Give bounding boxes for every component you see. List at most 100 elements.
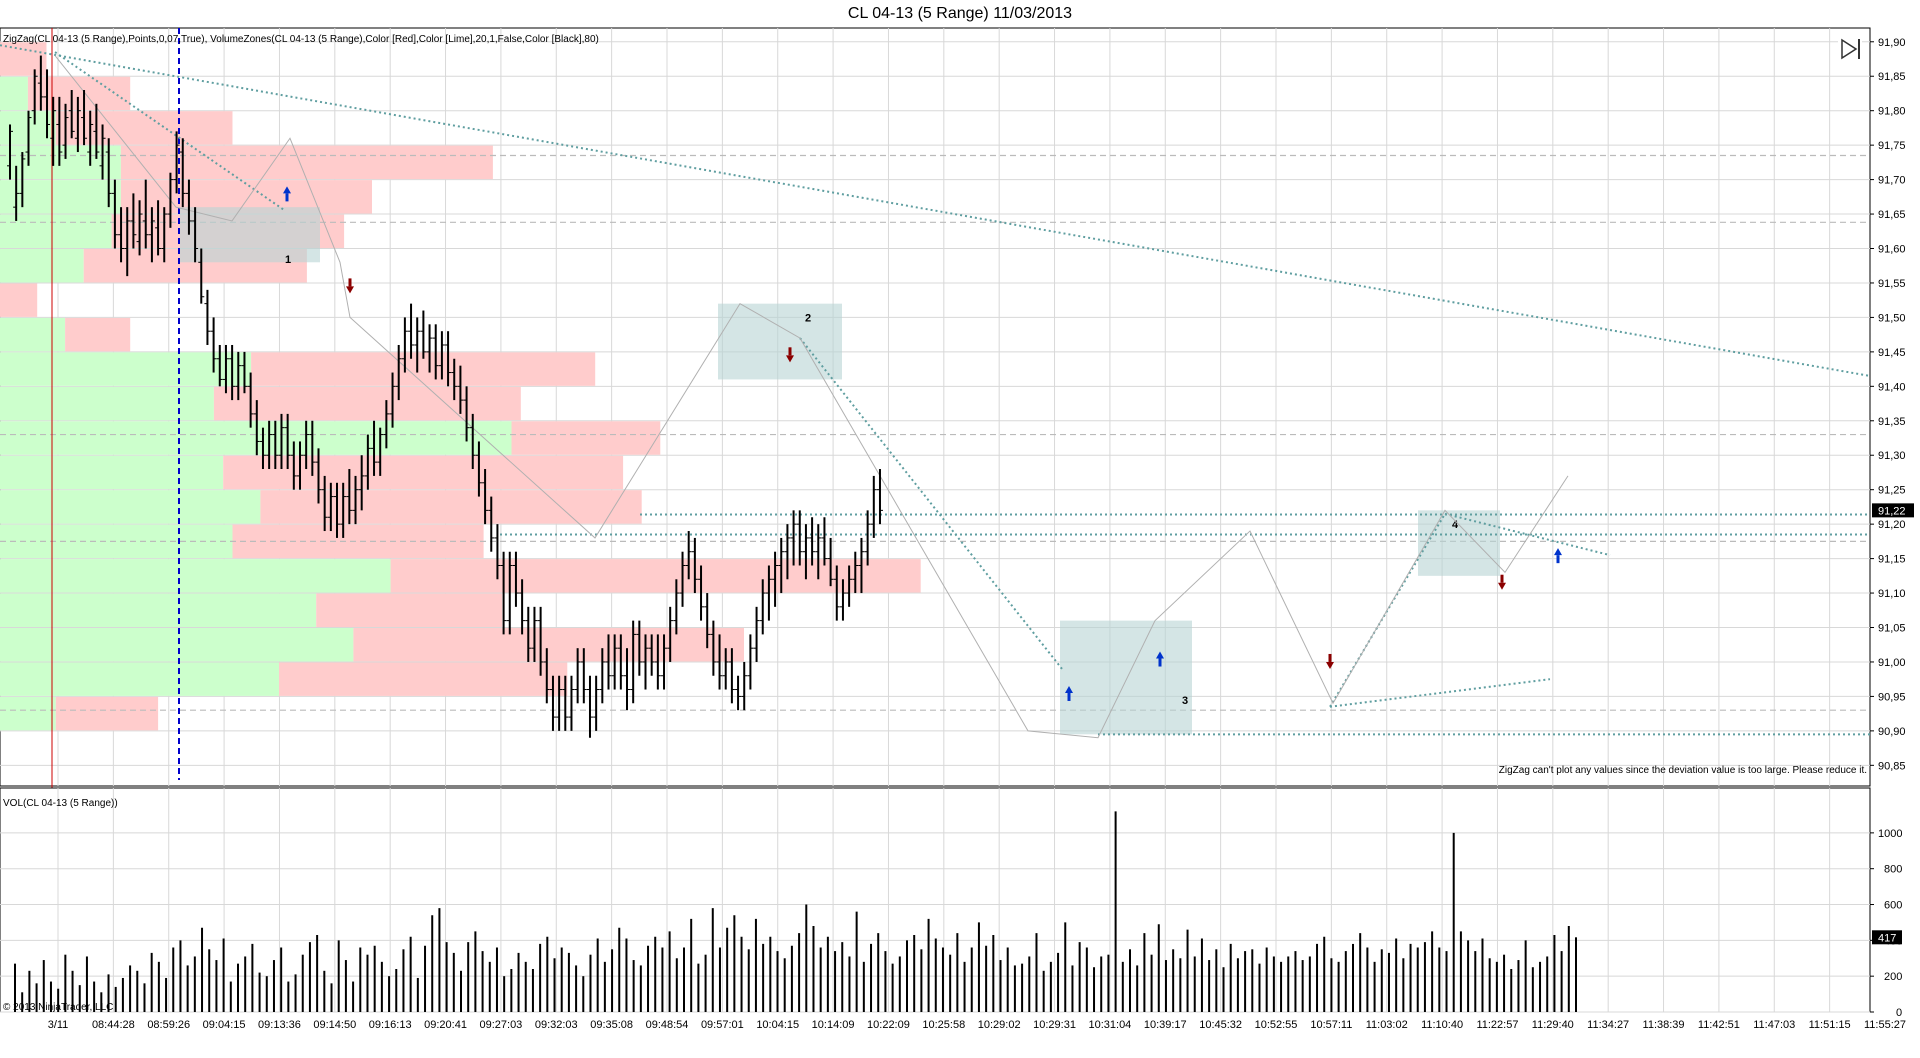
buy-arrow-icon [1156, 651, 1164, 667]
price-bar [87, 110, 94, 166]
x-tick-label: 09:16:13 [369, 1019, 412, 1031]
price-bar [192, 207, 199, 263]
price-bar [586, 675, 593, 738]
price-bar [395, 344, 402, 401]
volume-zone-down [55, 696, 159, 731]
price-bar [426, 324, 433, 373]
price-bar [241, 351, 248, 394]
price-bar [235, 351, 242, 401]
price-bar [414, 317, 421, 373]
y-tick-label: 91,20 [1878, 519, 1906, 531]
volume-zone-up [0, 662, 279, 696]
y-tick-label: 91,85 [1878, 71, 1906, 83]
arrow-stem [348, 278, 352, 287]
zigzag-line [54, 55, 1569, 739]
price-bar [179, 138, 186, 208]
pattern-box [1060, 620, 1192, 735]
price-bar [290, 441, 297, 490]
x-tick-label: 11:03:02 [1366, 1019, 1408, 1031]
price-bar [309, 420, 316, 476]
price-bar [44, 69, 51, 139]
price-bar [469, 413, 476, 470]
volume-zone-up [0, 696, 56, 731]
price-bar [371, 420, 378, 476]
price-bar [593, 675, 600, 731]
trendline [1329, 678, 1551, 708]
y-tick-label: 91,10 [1878, 588, 1906, 600]
price-bar [648, 634, 655, 676]
price-bar [346, 469, 353, 525]
price-bar [802, 524, 809, 580]
volume-zone-down [223, 455, 624, 490]
arrow-head [1498, 582, 1506, 590]
volume-zone-up [0, 214, 112, 249]
volume-panel[interactable]: 10008006004002000417 [0, 787, 1902, 1019]
price-bar [679, 551, 686, 607]
volume-zone-up [0, 455, 224, 490]
x-tick-label: 09:13:36 [258, 1019, 301, 1031]
price-bar [303, 420, 310, 470]
price-bar [642, 634, 649, 690]
price-bar [815, 524, 822, 580]
price-bar [463, 386, 470, 442]
volume-zone-down [0, 42, 47, 76]
x-tick-label: 11:42:51 [1698, 1019, 1740, 1031]
arrow-stem [1158, 658, 1162, 667]
price-bar [81, 90, 88, 146]
price-bar [155, 200, 162, 256]
y-tick-label: 91,65 [1878, 209, 1906, 221]
price-bar [864, 510, 871, 566]
price-bar [7, 124, 13, 180]
x-tick-label: 10:39:17 [1144, 1019, 1187, 1031]
price-bar [216, 344, 223, 387]
panel-toggle-icon[interactable] [1838, 38, 1862, 60]
price-bar [142, 179, 149, 249]
x-tick-label: 11:29:40 [1532, 1019, 1574, 1031]
price-bar [420, 310, 427, 359]
volume-zone-up [0, 249, 84, 283]
x-tick-label: 11:55:27 [1864, 1019, 1906, 1031]
y-tick-label: 91,15 [1878, 554, 1906, 566]
arrow-head [346, 286, 354, 294]
x-tick-label: 10:14:09 [812, 1019, 855, 1031]
price-bar [278, 413, 285, 470]
chart-title: CL 04-13 (5 Range) 11/03/2013 [847, 5, 1073, 22]
price-bar [173, 131, 180, 194]
x-tick-label: 10:29:02 [978, 1019, 1021, 1031]
volume-zone-down [55, 111, 233, 145]
volume-zone-down [279, 662, 568, 696]
volume-y-tick-label: 200 [1884, 971, 1902, 983]
volume-zone-down [390, 559, 921, 593]
price-bar [37, 55, 44, 111]
price-bar [358, 455, 365, 511]
arrow-head [786, 355, 794, 363]
price-bar [846, 565, 853, 607]
price-bar [784, 524, 791, 580]
price-panel[interactable]: 91,90 91,85 91,80 91,75 91,70 91,65 91,60 91,55… [0, 27, 1914, 1012]
price-bar [124, 207, 131, 277]
volume-zone-up [0, 628, 354, 662]
y-tick-label: 91,80 [1878, 106, 1906, 118]
price-bar [74, 96, 81, 153]
volume-zone-up [0, 386, 214, 421]
price-bar [537, 606, 544, 676]
price-bar [408, 303, 415, 359]
arrow-stem [1556, 555, 1560, 564]
sell-arrow-icon [346, 278, 354, 294]
volume-zone-up [0, 76, 28, 111]
y-tick-label: 91,25 [1878, 485, 1906, 497]
x-tick-label: 10:31:04 [1088, 1019, 1131, 1031]
price-bar [667, 606, 674, 662]
arrow-stem [788, 347, 792, 356]
last-price-label: 91,22 [1878, 505, 1906, 517]
price-bar [790, 510, 797, 566]
price-bar [445, 331, 452, 387]
volume-zone-up [0, 559, 391, 593]
trendline [0, 44, 1871, 377]
pattern-box [180, 207, 320, 263]
x-tick-label: 10:25:58 [922, 1019, 965, 1031]
y-tick-label: 91,90 [1878, 37, 1906, 49]
price-bar [50, 96, 57, 166]
price-bar [691, 537, 698, 594]
